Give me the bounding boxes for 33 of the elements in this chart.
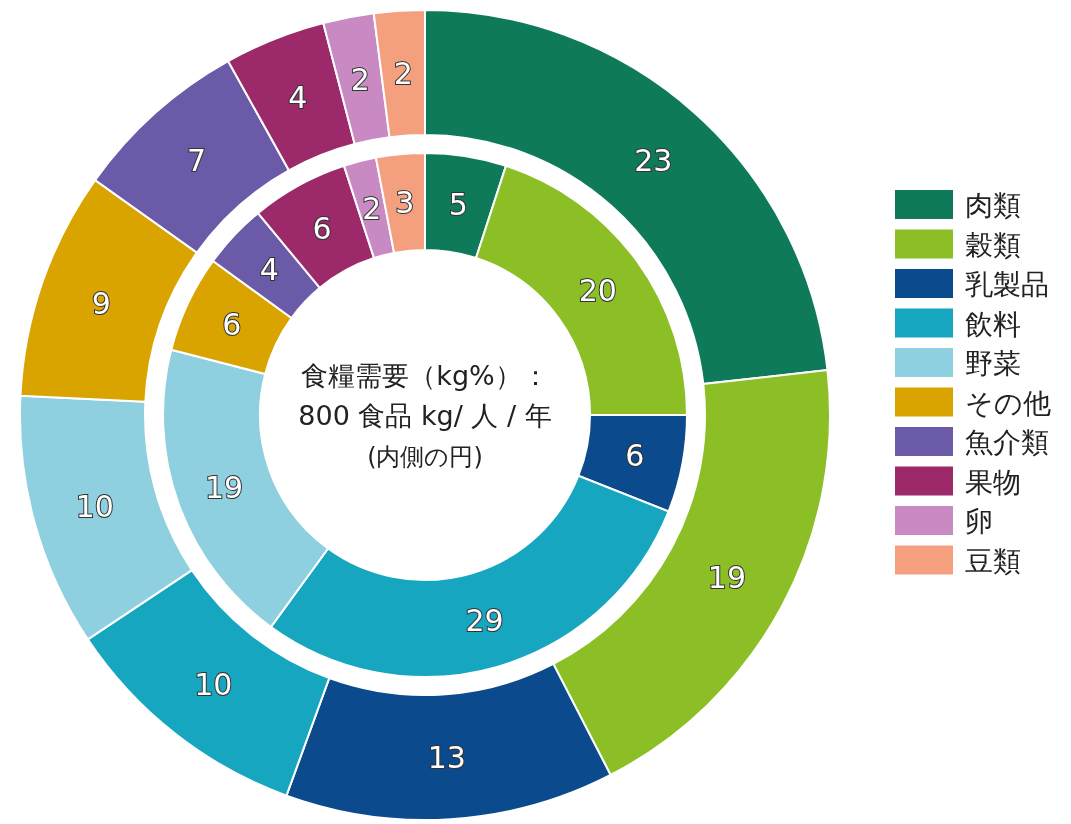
legend-label: その他 — [965, 386, 1051, 420]
legend-label: 魚介類 — [965, 426, 1049, 459]
data-label: 23 — [634, 142, 673, 178]
text: (内側の円) — [367, 443, 483, 471]
data-label: 10 — [75, 489, 114, 525]
data-label: 5 — [448, 187, 468, 223]
legend-label: 飲料 — [965, 307, 1021, 341]
legend-label: 乳製品 — [965, 268, 1049, 301]
data-label: 6 — [222, 307, 242, 343]
text: 食糧需要（kg%）： — [301, 360, 549, 391]
data-label: 2 — [362, 191, 382, 227]
data-label: 29 — [465, 603, 504, 639]
data-label: 2 — [393, 56, 413, 92]
legend-label: 豆類 — [965, 544, 1021, 578]
data-label: 3 — [395, 185, 415, 221]
legend-label: 肉類 — [965, 189, 1021, 222]
data-label: 13 — [427, 739, 466, 775]
data-label: 10 — [194, 667, 233, 703]
legend-label: 野菜 — [965, 347, 1021, 380]
data-label: 4 — [288, 80, 308, 116]
data-label: 6 — [312, 210, 332, 246]
data-label: 2 — [350, 61, 370, 97]
data-label: 7 — [187, 142, 207, 178]
legend-label: 果物 — [965, 465, 1021, 499]
legend-label: 穀類 — [965, 228, 1021, 262]
data-label: 4 — [259, 251, 279, 287]
data-label: 20 — [578, 272, 617, 308]
text: 800 食品 kg/ 人 / 年 — [298, 400, 552, 431]
data-label: 19 — [205, 470, 244, 506]
data-label: 19 — [707, 559, 746, 595]
data-label: 6 — [625, 438, 645, 474]
legend-label: 卵 — [965, 505, 993, 538]
data-label: 9 — [91, 285, 111, 321]
